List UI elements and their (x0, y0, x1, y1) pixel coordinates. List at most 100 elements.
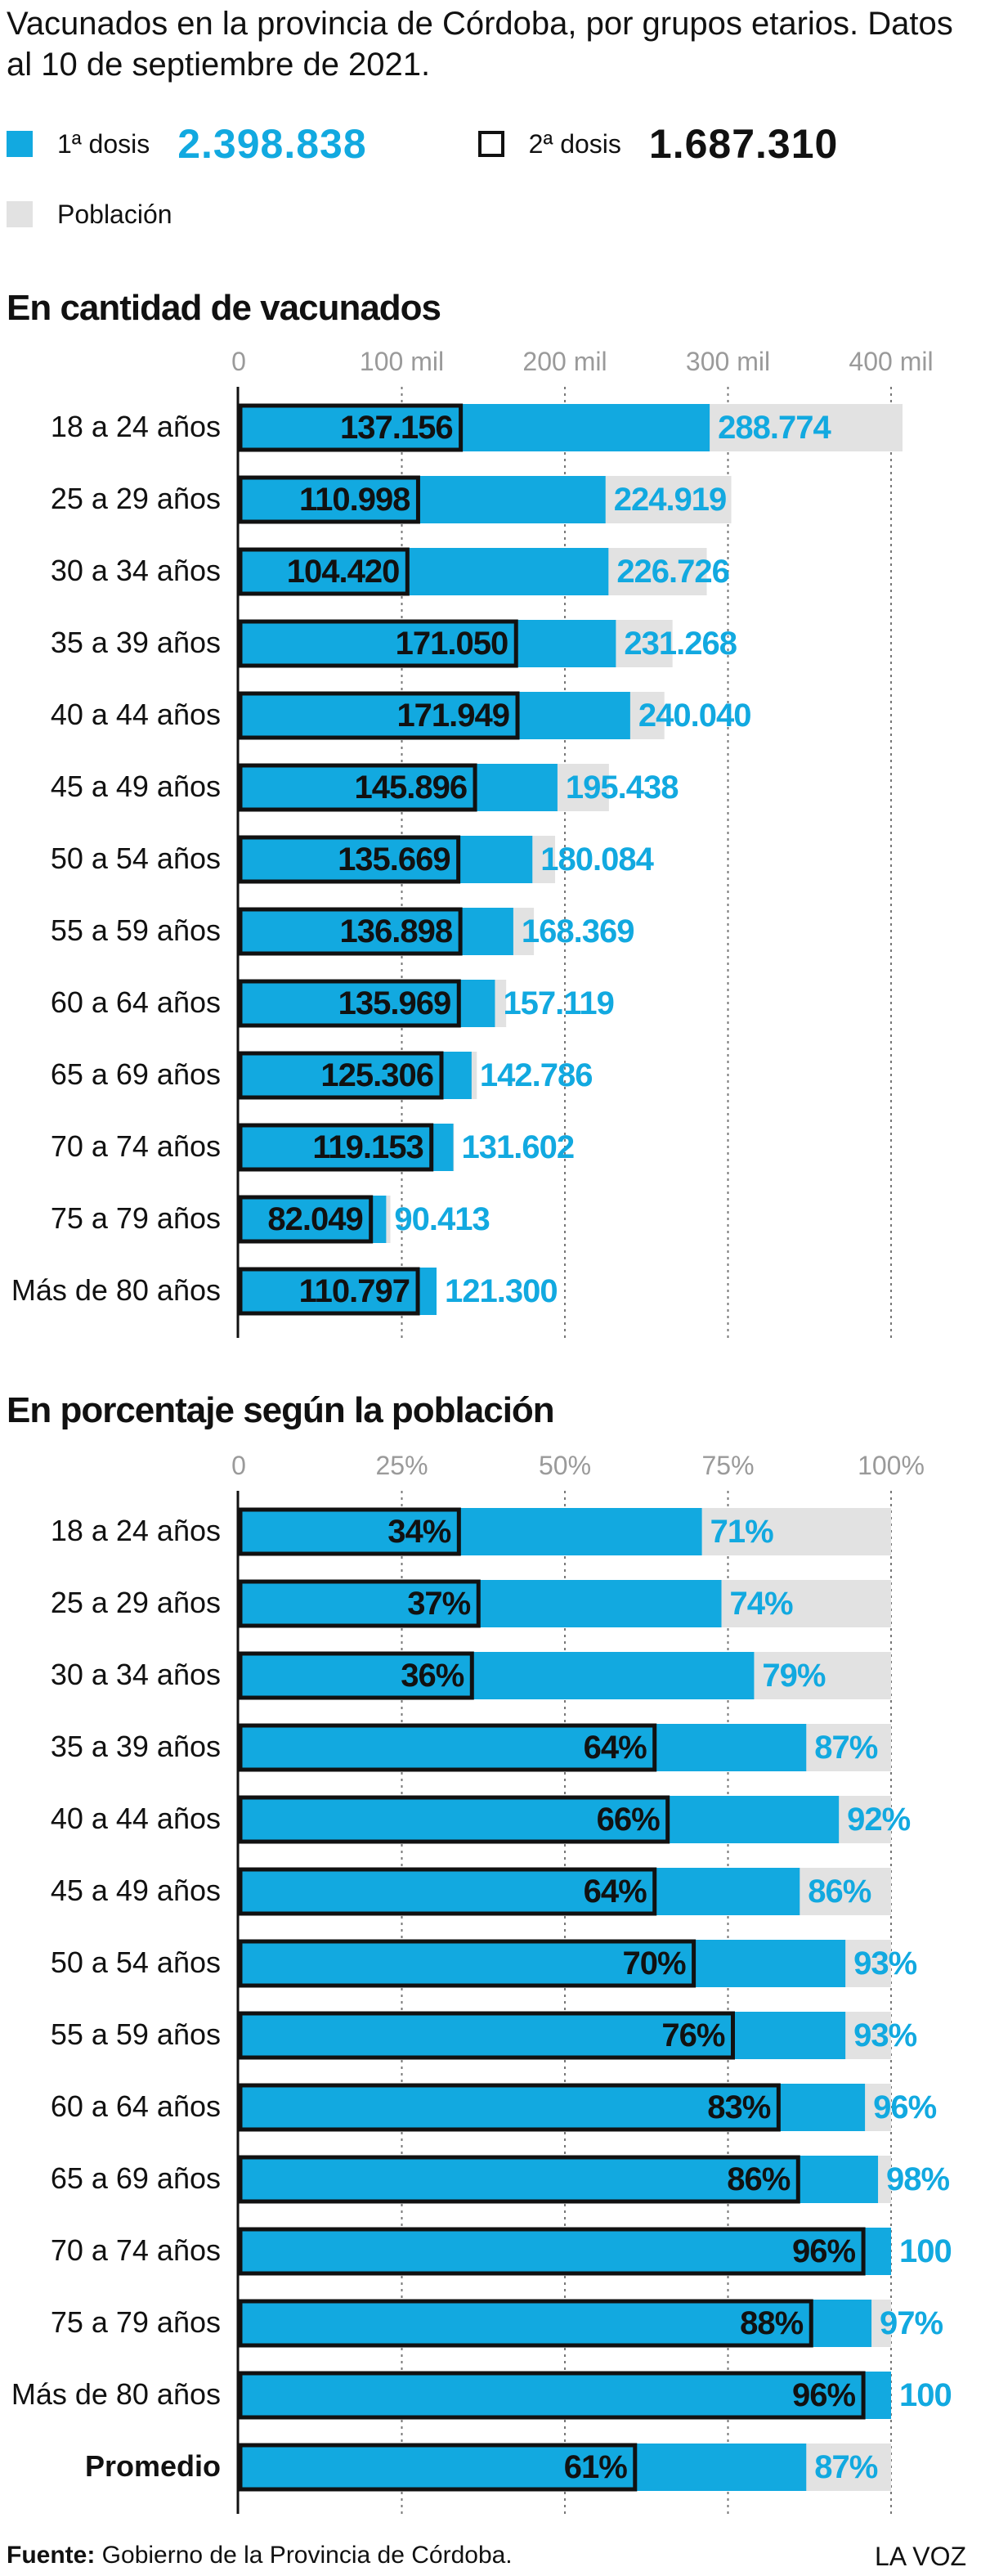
dose2-value-label: 36% (401, 1658, 464, 1694)
dose1-value-label: 131.602 (462, 1129, 575, 1165)
category-label: 35 a 39 años (51, 626, 221, 659)
dose2-bar (238, 1939, 697, 1988)
dose1-swatch (7, 131, 33, 157)
category-label: 50 a 54 años (51, 841, 221, 875)
tick-label: 0 (231, 347, 246, 376)
dose2-value-label: 145.896 (354, 770, 467, 806)
tick-label: 50% (539, 1451, 591, 1480)
dose1-bar (239, 980, 495, 1027)
dose2-value-label: 64% (584, 1874, 647, 1910)
dose1-value-label: 157.119 (503, 985, 613, 1021)
category-label: 65 a 69 años (51, 2161, 221, 2195)
legend-population: Población (7, 190, 172, 239)
section-title-count: En cantidad de vacunados (7, 288, 441, 328)
category-label: 40 a 44 años (51, 698, 221, 731)
category-label: 18 a 24 años (51, 1514, 221, 1547)
dose2-bar (238, 907, 463, 956)
dose2-value-label: 171.949 (396, 698, 509, 734)
category-label: 30 a 34 años (51, 1658, 221, 1691)
dose1-value-label: 92% (847, 1802, 910, 1838)
dose1-value-label: 98% (886, 2161, 949, 2197)
dose1-bar (239, 1724, 807, 1771)
dose2-value-label: 83% (707, 2089, 770, 2125)
dose1-bar (239, 692, 630, 739)
dose1-value-label: 96% (873, 2089, 936, 2125)
dose2-bar (238, 1651, 474, 1700)
dose1-bar (239, 548, 609, 595)
dose2-bar (238, 1123, 434, 1172)
dose1-value-label: 240.040 (638, 698, 751, 734)
category-label: 70 a 74 años (51, 2233, 221, 2267)
dose1-value-label: 288.774 (718, 410, 831, 446)
dose1-value-label: 195.438 (566, 770, 679, 806)
dose2-bar (238, 2227, 866, 2276)
dose2-value-label: 110.797 (299, 1273, 410, 1309)
dose2-value-label: 66% (597, 1802, 660, 1838)
dose1-value-label: 87% (814, 2449, 877, 2485)
dose2-value-label: 88% (740, 2305, 803, 2341)
dose2-bar (238, 403, 464, 452)
section-title-percent: En porcentaje según la población (7, 1390, 555, 1430)
category-label: 40 a 44 años (51, 1802, 221, 1835)
dose1-bar (239, 2084, 866, 2131)
dose1-bar (239, 2012, 846, 2059)
category-label: Más de 80 años (11, 1273, 221, 1307)
dose2-value-label: 171.050 (396, 626, 508, 662)
population-legend-label: Población (57, 199, 172, 229)
tick-label: 200 mil (522, 347, 607, 376)
dose1-bar (239, 2156, 879, 2203)
category-label: 25 a 29 años (51, 1586, 221, 1619)
source-label: Fuente: (7, 2542, 96, 2569)
source-text: Gobierno de la Provincia de Córdoba. (101, 2542, 513, 2569)
dose2-value-label: 61% (564, 2449, 627, 2485)
dose2-value-label: 76% (661, 2017, 724, 2053)
dose1-value-label: 142.786 (480, 1057, 593, 1093)
dose2-bar (238, 691, 520, 740)
dose1-bar (239, 2228, 891, 2275)
dose2-bar (238, 1867, 657, 1916)
tick-label: 400 mil (849, 347, 933, 376)
tick-label: 75% (701, 1451, 754, 1480)
dose2-value-label: 96% (792, 2377, 855, 2413)
dose2-bar (238, 1051, 444, 1100)
category-label: 50 a 54 años (51, 1945, 221, 1979)
dose1-bar (239, 836, 533, 883)
category-label: 30 a 34 años (51, 554, 221, 587)
dose1-value-label: 100 (899, 2377, 952, 2413)
dose1-bar (239, 404, 710, 451)
dose2-value-label: 104.420 (287, 554, 400, 590)
dose2-value-label: 96% (792, 2233, 855, 2269)
dose1-value-label: 168.369 (522, 913, 634, 949)
chart-title: Vacunados en la provincia de Córdoba, po… (7, 6, 953, 83)
category-label: Más de 80 años (11, 2377, 221, 2411)
dose1-bar (239, 1196, 387, 1243)
dose2-bar (238, 979, 461, 1028)
dose2-value-label: 86% (727, 2161, 790, 2197)
dose1-bar (239, 764, 558, 811)
dose2-value-label: 125.306 (320, 1057, 433, 1093)
category-label: 75 a 79 años (51, 2305, 221, 2339)
dose1-value-label: 71% (710, 1514, 773, 1550)
legend-doses: 1ª dosis 2.398.838 2ª dosis 1.687.310 (7, 119, 838, 168)
dose1-value-label: 90.413 (394, 1201, 489, 1237)
dose2-value-label: 64% (584, 1730, 647, 1766)
dose2-bar (238, 1723, 657, 1772)
dose2-legend-label: 2ª dosis (528, 128, 621, 159)
tick-label: 25% (375, 1451, 428, 1480)
dose2-value-label: 110.998 (299, 482, 410, 518)
dose2-value-label: 70% (623, 1945, 686, 1981)
dose2-value-label: 136.898 (340, 913, 453, 949)
dose1-bar (239, 1052, 472, 1099)
dose1-value-label: 93% (853, 1945, 916, 1981)
dose1-bar (239, 1868, 800, 1915)
dose1-bar (239, 2300, 872, 2347)
dose2-bar (238, 1267, 420, 1316)
dose2-value-label: 137.156 (340, 410, 453, 446)
population-swatch (7, 201, 33, 227)
dose1-value-label: 224.919 (614, 482, 727, 518)
dose2-bar (238, 835, 461, 884)
dose2-bar (238, 2011, 735, 2060)
category-label: 70 a 74 años (51, 1129, 221, 1163)
tick-label: 0 (231, 1451, 246, 1480)
category-label: 60 a 64 años (51, 2089, 221, 2123)
